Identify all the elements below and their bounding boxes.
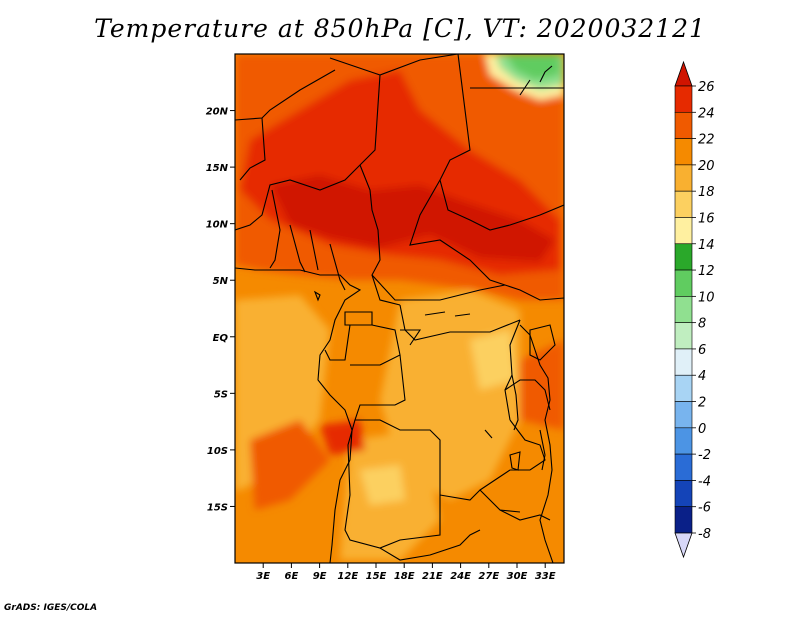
x-tick-label: 24E — [450, 571, 471, 582]
colorbar-label: 26 — [698, 80, 715, 95]
field-22-24-sw — [250, 420, 330, 510]
colorbar-label: 8 — [698, 317, 706, 332]
x-tick-label: 6E — [285, 571, 299, 582]
y-tick-label: 10N — [206, 220, 229, 231]
colorbar-bin — [674, 453, 693, 481]
colorbar-bin — [674, 111, 693, 139]
colorbar-label: 18 — [698, 185, 715, 200]
y-tick-label: 15S — [207, 502, 228, 513]
colorbar-bin — [674, 322, 693, 350]
y-tick-label: 5N — [213, 276, 229, 287]
colorbar-top-triangle — [674, 60, 693, 87]
field-24-26-sw — [320, 420, 365, 455]
y-axis-ticks: 20N 15N 10N 5N EQ 5S 10S 15S — [206, 107, 235, 513]
map-frame — [234, 53, 565, 564]
colorbar-label: 4 — [698, 369, 706, 384]
colorbar-label: -8 — [698, 527, 711, 542]
colorbar-label: 6 — [698, 343, 706, 358]
colorbar-bin — [674, 348, 693, 376]
field-16-18-b — [360, 465, 405, 505]
y-tick-label: EQ — [213, 333, 229, 344]
colorbar-label: 24 — [698, 106, 715, 121]
colorbar-label: 10 — [698, 290, 715, 305]
country-boundaries — [235, 54, 564, 561]
colorbar-bin — [674, 296, 693, 323]
x-tick-label: 27E — [478, 571, 499, 582]
y-tick-label: 10S — [207, 446, 228, 457]
field-22-24-east — [520, 340, 564, 430]
colorbar-label: -2 — [698, 448, 711, 463]
colorbar-label: -4 — [698, 474, 711, 489]
x-axis-ticks: 3E 6E 9E 12E 15E 18E 21E 24E 27E 30E 33E — [256, 563, 556, 582]
colorbar-label: 20 — [698, 159, 715, 174]
lakes — [313, 290, 556, 471]
x-tick-label: 33E — [535, 571, 556, 582]
colorbar-bin — [674, 506, 693, 534]
x-tick-label: 21E — [422, 571, 443, 582]
colorbar-label: 16 — [698, 211, 715, 226]
coastline — [235, 65, 554, 563]
colorbar-bin — [674, 85, 693, 113]
colorbar-bin — [674, 164, 693, 192]
colorbar-label: 22 — [698, 133, 715, 148]
x-tick-label: 30E — [507, 571, 528, 582]
colorbar-bin — [674, 217, 693, 245]
temperature-field — [235, 54, 564, 563]
y-tick-label: 15N — [206, 163, 229, 174]
colorbar-label: -6 — [698, 501, 711, 516]
colorbar-bin — [674, 190, 693, 218]
y-tick-label: 5S — [214, 389, 228, 400]
colorbar-bin — [674, 374, 693, 402]
colorbar-bin — [674, 243, 693, 271]
field-12-14 — [505, 54, 560, 80]
x-tick-label: 12E — [337, 571, 358, 582]
colorbar-bin — [674, 401, 693, 429]
colorbar-bin — [674, 427, 693, 455]
y-tick-label: 20N — [206, 107, 229, 118]
colorbar-bin — [674, 480, 693, 508]
x-tick-label: 15E — [366, 571, 387, 582]
field-16-18-a — [470, 330, 515, 390]
colorbar-label: 2 — [698, 396, 706, 411]
x-tick-label: 9E — [313, 571, 327, 582]
colorbar-label: 14 — [698, 238, 715, 253]
colorbar-label: 0 — [698, 422, 706, 437]
field-26-plus — [270, 175, 555, 262]
grads-credit: GrADS: IGES/COLA — [4, 603, 98, 613]
x-tick-label: 18E — [394, 571, 415, 582]
map-title: Temperature at 850hPa [C], VT: 202003212… — [94, 14, 706, 43]
x-tick-label: 3E — [256, 571, 270, 582]
colorbar-label: 12 — [698, 264, 715, 279]
colorbar-bin — [674, 269, 693, 297]
colorbar-bottom-triangle — [674, 532, 693, 559]
colorbar-bin — [674, 138, 693, 166]
